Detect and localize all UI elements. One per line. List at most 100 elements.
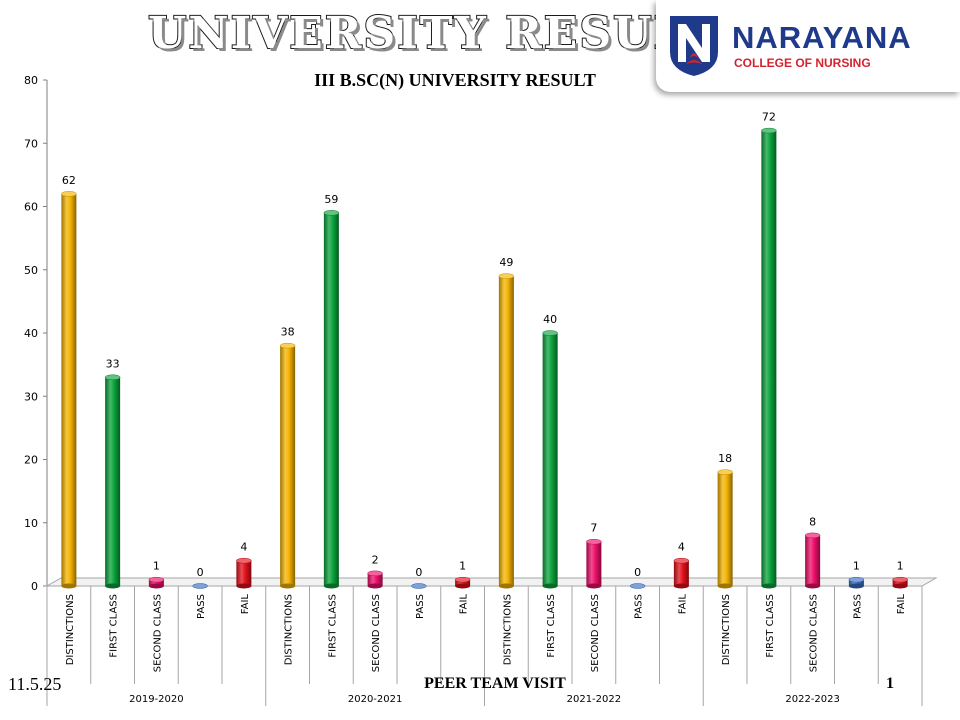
x-category-label: FAIL [896, 594, 907, 615]
bar-base [542, 583, 558, 589]
x-category-label: FIRST CLASS [327, 594, 338, 658]
data-label: 72 [762, 111, 776, 124]
bar-base [323, 583, 339, 589]
x-category-label: SECOND CLASS [590, 594, 601, 672]
bar-top [61, 191, 77, 197]
footer-date: 11.5.25 [8, 674, 62, 694]
bar-top [498, 273, 515, 279]
bar [236, 560, 252, 586]
y-tick-label: 60 [24, 201, 38, 214]
data-label: 40 [543, 313, 557, 326]
bar-top [323, 210, 340, 216]
bar-top [717, 469, 733, 475]
bar-base [280, 583, 296, 589]
x-category-label: DISTINCTIONS [721, 594, 732, 665]
bar-base [236, 583, 252, 589]
bar-top [236, 557, 252, 564]
bar-top [804, 532, 821, 539]
x-category-label: SECOND CLASS [152, 594, 163, 672]
bar-base [673, 583, 689, 589]
x-group-label: 2021-2022 [567, 694, 622, 705]
data-label: 18 [718, 452, 732, 465]
y-tick-label: 10 [24, 517, 38, 530]
logo-name: NARAYANA [732, 20, 912, 55]
y-tick-label: 80 [24, 74, 38, 87]
data-label: 1 [459, 560, 466, 573]
x-category-label: FIRST CLASS [546, 594, 557, 658]
bar [892, 579, 908, 586]
bar-base [586, 583, 602, 589]
bar [148, 579, 164, 586]
bar [673, 560, 689, 586]
y-tick-label: 0 [31, 580, 38, 593]
bar-top [761, 127, 777, 134]
data-label: 2 [372, 553, 379, 566]
data-label: 1 [897, 560, 904, 573]
y-tick-label: 20 [24, 454, 38, 467]
bar-base [148, 583, 164, 589]
footer-center-text: PEER TEAM VISIT [424, 675, 566, 692]
x-category-label: PASS [852, 594, 863, 619]
y-tick-label: 30 [24, 390, 38, 403]
bar-base [717, 583, 733, 589]
data-label: 1 [853, 560, 860, 573]
bar-base [105, 583, 121, 589]
data-label: 4 [240, 541, 247, 554]
bar-base [61, 583, 77, 589]
data-label: 59 [324, 193, 338, 206]
bar-top [411, 583, 427, 589]
y-tick-label: 70 [24, 137, 38, 150]
x-category-label: DISTINCTIONS [502, 594, 513, 665]
bar [498, 276, 514, 586]
bar-top [192, 583, 208, 589]
x-category-label: FAIL [240, 594, 251, 615]
bar-top [279, 342, 296, 349]
bar-top [542, 330, 558, 336]
data-label: 0 [634, 566, 641, 579]
x-category-label: PASS [196, 594, 207, 619]
bar-top [148, 576, 165, 583]
x-group-label: 2019-2020 [129, 694, 184, 705]
bar [455, 579, 471, 586]
chart-floor [45, 577, 938, 587]
data-label: 33 [106, 357, 120, 370]
bar-base [761, 583, 777, 589]
narayana-logo-icon [670, 16, 718, 76]
y-tick-label: 50 [24, 264, 38, 277]
data-label: 62 [62, 174, 76, 187]
data-label: 8 [809, 515, 816, 528]
data-label: 1 [153, 560, 160, 573]
data-label: 7 [590, 522, 597, 535]
bar [105, 377, 121, 586]
bar [367, 573, 383, 586]
college-logo: NARAYANA COLLEGE OF NURSING [656, 0, 960, 92]
bar [61, 193, 77, 586]
bar-top [586, 538, 602, 545]
x-category-label: SECOND CLASS [371, 594, 382, 672]
data-label: 0 [415, 566, 422, 579]
bar-base [498, 583, 514, 589]
data-label: 49 [499, 256, 513, 269]
x-group-label: 2022-2023 [785, 694, 840, 705]
bar-base [367, 583, 383, 589]
x-category-label: FIRST CLASS [109, 594, 120, 658]
data-label: 0 [197, 566, 204, 579]
bar [542, 333, 558, 586]
bar [280, 345, 296, 586]
x-category-label: FAIL [459, 594, 470, 615]
x-category-label: PASS [415, 594, 426, 619]
chart-title: III B.SC(N) UNIVERSITY RESULT [314, 70, 596, 90]
data-label: 4 [678, 541, 685, 554]
logo-subtitle: COLLEGE OF NURSING [734, 56, 871, 70]
bar [848, 579, 864, 586]
x-category-label: FIRST CLASS [765, 594, 776, 658]
bar [805, 535, 821, 586]
x-category-label: PASS [634, 594, 645, 619]
bar-top [848, 576, 865, 583]
bar [717, 472, 733, 586]
bar-top [673, 557, 690, 564]
bar-base [455, 583, 471, 589]
bar-top [892, 576, 908, 583]
bar-base [805, 583, 821, 589]
